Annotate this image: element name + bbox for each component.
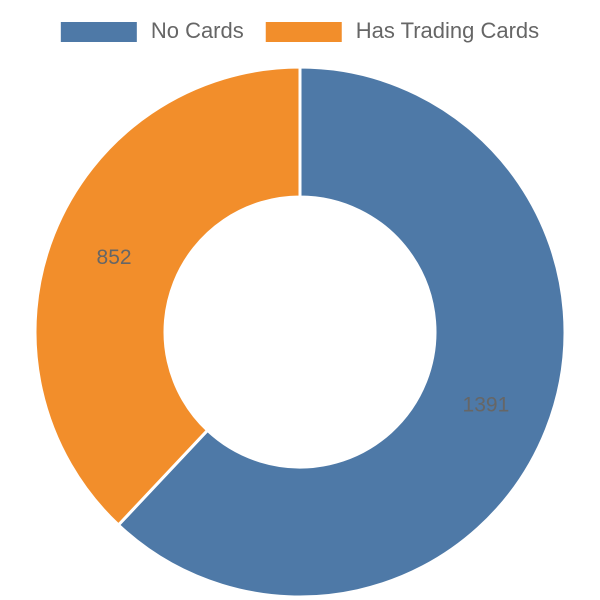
donut-slice [116, 65, 567, 599]
legend-label: Has Trading Cards [356, 18, 539, 43]
legend-swatch [60, 22, 137, 42]
legend-swatch [265, 22, 342, 42]
legend: No Cards Has Trading Cards [60, 18, 539, 43]
value-label: 1391 [463, 393, 510, 416]
value-label: 852 [97, 246, 132, 269]
donut-slice [33, 65, 302, 528]
legend-label: No Cards [151, 18, 244, 43]
